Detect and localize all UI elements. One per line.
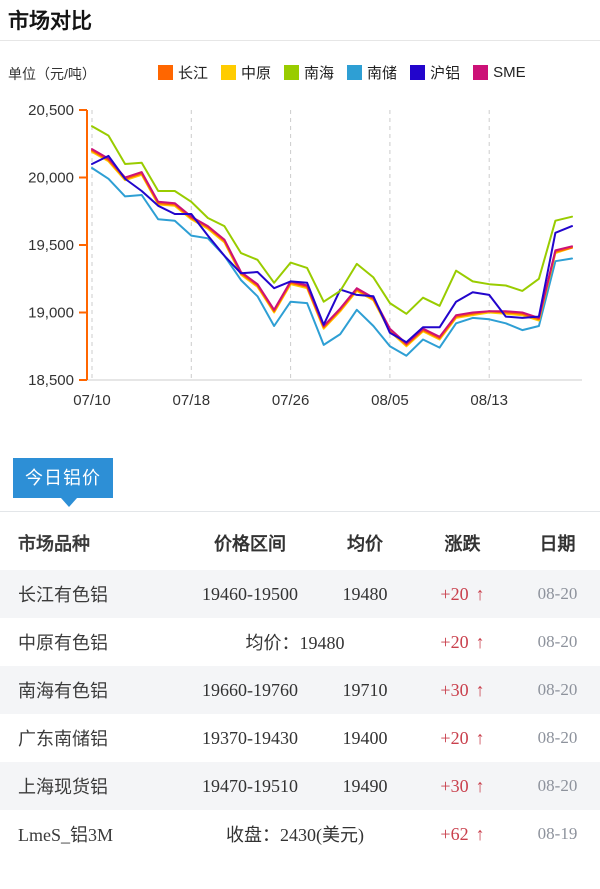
legend-item-南储[interactable]: 南储 — [347, 62, 397, 83]
legend-label: 长江 — [178, 65, 209, 82]
change-value: +20 — [440, 727, 469, 748]
title-divider — [0, 40, 600, 41]
legend-item-SME[interactable]: SME — [473, 64, 526, 81]
legend-item-沪铝[interactable]: 沪铝 — [410, 62, 460, 83]
legend-swatch-icon — [158, 65, 173, 80]
market-name-cell: LmeS_铝3M — [18, 825, 114, 845]
legend-item-南海[interactable]: 南海 — [284, 62, 334, 83]
unit-label: 单位（元/吨） — [8, 66, 96, 82]
series-line-SME — [91, 148, 573, 345]
tab-pointer-icon — [61, 498, 77, 507]
date-cell: 08-20 — [537, 632, 578, 651]
legend-item-中原[interactable]: 中原 — [221, 62, 271, 83]
change-cell: +20 ↑ — [410, 584, 515, 605]
legend-label: 南海 — [304, 65, 335, 82]
market-name-cell: 上海现货铝 — [18, 777, 108, 797]
up-arrow-icon: ↑ — [475, 823, 485, 844]
market-name-cell: 长江有色铝 — [18, 585, 108, 605]
legend-label: SME — [493, 64, 526, 81]
tab-divider — [0, 511, 600, 512]
column-header: 市场品种 — [18, 533, 90, 554]
price-range-cell: 19460-19500 — [202, 583, 298, 604]
date-cell: 08-19 — [537, 824, 578, 843]
change-cell: +62 ↑ — [410, 824, 515, 845]
series-line-南储 — [91, 167, 573, 357]
price-range-cell: 19470-19510 — [202, 775, 298, 796]
date-cell: 08-20 — [537, 680, 578, 699]
table-row: 上海现货铝 19470-19510 19490 +30 ↑ 08-20 — [0, 762, 600, 810]
change-cell: +20 ↑ — [410, 728, 515, 749]
column-header: 涨跌 — [444, 533, 481, 554]
column-header: 日期 — [539, 533, 576, 554]
x-axis-label: 07/18 — [173, 392, 211, 409]
change-value: +20 — [440, 631, 469, 652]
up-arrow-icon: ↑ — [475, 775, 485, 796]
y-axis-label: 20,000 — [28, 170, 74, 187]
x-axis-label: 07/26 — [272, 392, 310, 409]
legend-label: 南储 — [367, 65, 398, 82]
price-range-cell: 19660-19760 — [202, 679, 298, 700]
up-arrow-icon: ↑ — [475, 727, 485, 748]
market-name-cell: 广东南储铝 — [18, 729, 108, 749]
avg-price-cell: 19490 — [342, 775, 388, 796]
legend-swatch-icon — [284, 65, 300, 80]
table-row: 广东南储铝 19370-19430 19400 +20 ↑ 08-20 — [0, 714, 600, 762]
x-axis-label: 07/10 — [73, 392, 111, 409]
change-value: +62 — [440, 823, 469, 844]
today-price-tab[interactable]: 今日铝价 — [13, 458, 113, 498]
line-chart-canvas: 20,500 20,000 19,500 19,000 18,500 07/10 07/18… — [28, 102, 582, 409]
market-name-cell: 南海有色铝 — [18, 681, 108, 701]
legend-swatch-icon — [347, 65, 363, 80]
legend-label: 中原 — [241, 65, 272, 82]
legend-item-长江[interactable]: 长江 — [158, 62, 208, 83]
up-arrow-icon: ↑ — [475, 631, 485, 652]
column-header: 价格区间 — [214, 533, 286, 554]
price-range-cell: 19370-19430 — [202, 727, 298, 748]
market-name-cell: 中原有色铝 — [18, 633, 108, 653]
price-chart: 20,500 20,000 19,500 19,000 18,500 07/10 07/18… — [0, 95, 600, 425]
legend-swatch-icon — [221, 65, 237, 80]
table-header-row: 市场品种 价格区间 均价 涨跌 日期 — [0, 515, 600, 570]
table-row: 长江有色铝 19460-19500 19480 +20 ↑ 08-20 — [0, 570, 600, 618]
column-header: 均价 — [347, 533, 383, 554]
page-title: 市场对比 — [8, 10, 92, 33]
up-arrow-icon: ↑ — [475, 583, 485, 604]
y-axis-label: 19,000 — [28, 305, 74, 322]
series-line-长江 — [91, 149, 573, 346]
merged-price-cell: 收盘：2430(美元) — [226, 825, 364, 845]
up-arrow-icon: ↑ — [475, 679, 485, 700]
y-axis-label: 18,500 — [28, 372, 74, 389]
table-row: 中原有色铝 均价：19480 +20 ↑ 08-20 — [0, 618, 600, 666]
legend-label: 沪铝 — [430, 65, 461, 82]
merged-price-cell: 均价：19480 — [245, 633, 345, 653]
date-cell: 08-20 — [537, 728, 578, 747]
avg-price-cell: 19710 — [342, 679, 388, 700]
x-axis-label: 08/13 — [470, 392, 508, 409]
legend-swatch-icon — [410, 65, 426, 80]
series-line-沪铝 — [91, 154, 573, 344]
legend-swatch-icon — [473, 65, 489, 80]
avg-price-cell: 19400 — [342, 727, 388, 748]
y-axis-label: 20,500 — [28, 102, 74, 119]
date-cell: 08-20 — [537, 776, 578, 795]
today-price-table: 市场品种 价格区间 均价 涨跌 日期长江有色铝 19460-19500 19480 +20 ↑ 0… — [0, 515, 600, 858]
change-cell: +20 ↑ — [410, 632, 515, 653]
change-value: +30 — [440, 775, 469, 796]
y-axis-label: 19,500 — [28, 237, 74, 254]
table-row: 南海有色铝 19660-19760 19710 +30 ↑ 08-20 — [0, 666, 600, 714]
x-axis-label: 08/05 — [371, 392, 409, 409]
change-cell: +30 ↑ — [410, 680, 515, 701]
table-row: LmeS_铝3M 收盘：2430(美元) +62 ↑ 08-19 — [0, 810, 600, 858]
series-line-南海 — [91, 125, 573, 315]
avg-price-cell: 19480 — [342, 583, 388, 604]
change-value: +20 — [440, 583, 469, 604]
chart-legend: 长江 中原 南海 南储 沪铝 SME — [158, 62, 539, 83]
date-cell: 08-20 — [537, 584, 578, 603]
change-cell: +30 ↑ — [410, 776, 515, 797]
change-value: +30 — [440, 679, 469, 700]
